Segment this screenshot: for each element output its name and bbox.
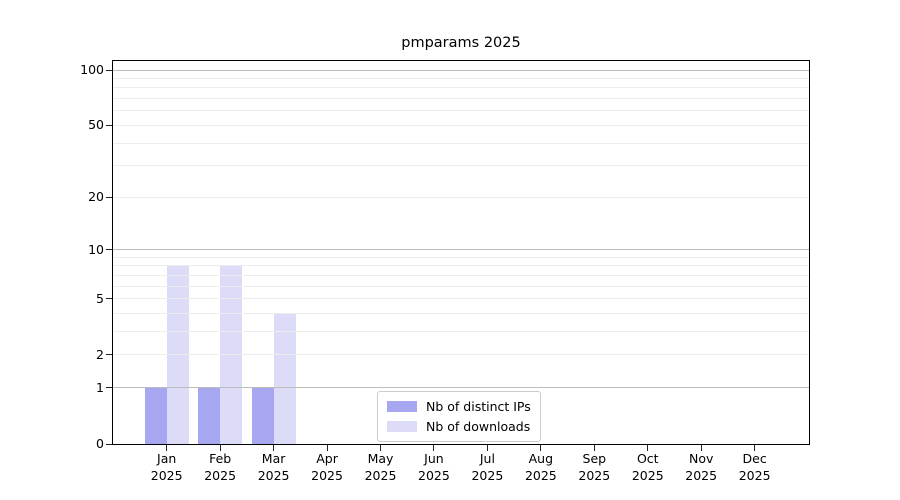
bar-distinct-ips <box>144 387 167 444</box>
y-axis-tick <box>106 249 112 251</box>
x-axis-tick <box>486 445 488 451</box>
y-axis-tick <box>106 69 112 71</box>
x-axis-tick <box>326 445 328 451</box>
x-axis-tick-label: Jun 2025 <box>418 451 450 483</box>
y-axis-tick <box>106 387 112 389</box>
bar-downloads <box>273 313 296 444</box>
x-axis-tick <box>754 445 756 451</box>
y-axis-tick <box>106 196 112 198</box>
y-axis-tick <box>106 354 112 356</box>
x-axis-tick-label: Oct 2025 <box>631 451 664 483</box>
y-axis-tick <box>106 124 112 126</box>
y-axis-tick-label: 5 <box>96 290 104 306</box>
y-axis-tick-label: 20 <box>88 189 104 205</box>
x-axis-tick-label: Dec 2025 <box>738 451 771 483</box>
y-axis-tick-label: 50 <box>88 117 104 133</box>
x-axis-tick <box>647 445 649 451</box>
x-axis-tick <box>166 445 168 451</box>
gridline-minor <box>113 142 809 144</box>
gridline-minor <box>113 285 809 287</box>
x-axis-tick <box>700 445 702 451</box>
x-axis-tick <box>540 445 542 451</box>
x-axis-tick <box>593 445 595 451</box>
gridline-minor <box>113 87 809 89</box>
gridline-minor <box>113 196 809 198</box>
gridline-minor <box>113 265 809 267</box>
x-axis-tick-label: Aug 2025 <box>524 451 557 483</box>
y-axis-tick <box>106 298 112 300</box>
gridline-major <box>113 69 809 71</box>
bar-distinct-ips <box>251 387 274 444</box>
legend-swatch-distinct-ips-icon <box>387 401 417 412</box>
x-axis-tick-label: Jul 2025 <box>471 451 504 483</box>
legend-item-downloads: Nb of downloads <box>387 420 531 433</box>
legend-label-distinct-ips: Nb of distinct IPs <box>426 399 531 414</box>
gridline-minor <box>113 354 809 356</box>
legend: Nb of distinct IPs Nb of downloads <box>377 391 541 442</box>
y-axis-tick-label: 10 <box>88 241 104 257</box>
gridline-minor <box>113 331 809 333</box>
y-axis-tick-label: 100 <box>80 62 104 78</box>
gridline-minor <box>113 275 809 277</box>
gridline-minor <box>113 98 809 100</box>
gridline-minor <box>113 110 809 112</box>
x-axis-tick <box>273 445 275 451</box>
gridline-major <box>113 249 809 251</box>
x-axis-tick-label: Nov 2025 <box>685 451 718 483</box>
gridline-minor <box>113 78 809 80</box>
gridline-minor <box>113 298 809 300</box>
x-axis-tick <box>219 445 221 451</box>
gridline-minor <box>113 256 809 258</box>
y-axis-tick-label: 0 <box>96 436 104 451</box>
gridline-major <box>113 387 809 389</box>
gridline-minor <box>113 165 809 167</box>
legend-item-distinct-ips: Nb of distinct IPs <box>387 400 531 413</box>
x-axis-tick-label: May 2025 <box>364 451 397 483</box>
gridline-minor <box>113 313 809 315</box>
gridline-minor <box>113 124 809 126</box>
x-axis-tick <box>380 445 381 451</box>
chart-title: pmparams 2025 <box>401 35 521 51</box>
x-axis-tick-label: Mar 2025 <box>257 451 290 483</box>
y-axis-tick-label: 1 <box>96 379 104 395</box>
y-axis-tick <box>106 443 112 445</box>
legend-label-downloads: Nb of downloads <box>426 419 531 434</box>
x-axis-tick-label: Jan 2025 <box>150 451 183 483</box>
x-axis-tick-label: Sep 2025 <box>578 451 611 483</box>
plot-area <box>106 60 810 451</box>
x-axis-tick <box>433 445 435 451</box>
y-axis-tick-label: 2 <box>96 346 104 362</box>
bar-distinct-ips <box>198 387 221 444</box>
x-axis-tick-label: Feb 2025 <box>204 451 237 483</box>
x-axis-tick-label: Apr 2025 <box>311 451 343 483</box>
legend-swatch-downloads-icon <box>387 421 417 432</box>
